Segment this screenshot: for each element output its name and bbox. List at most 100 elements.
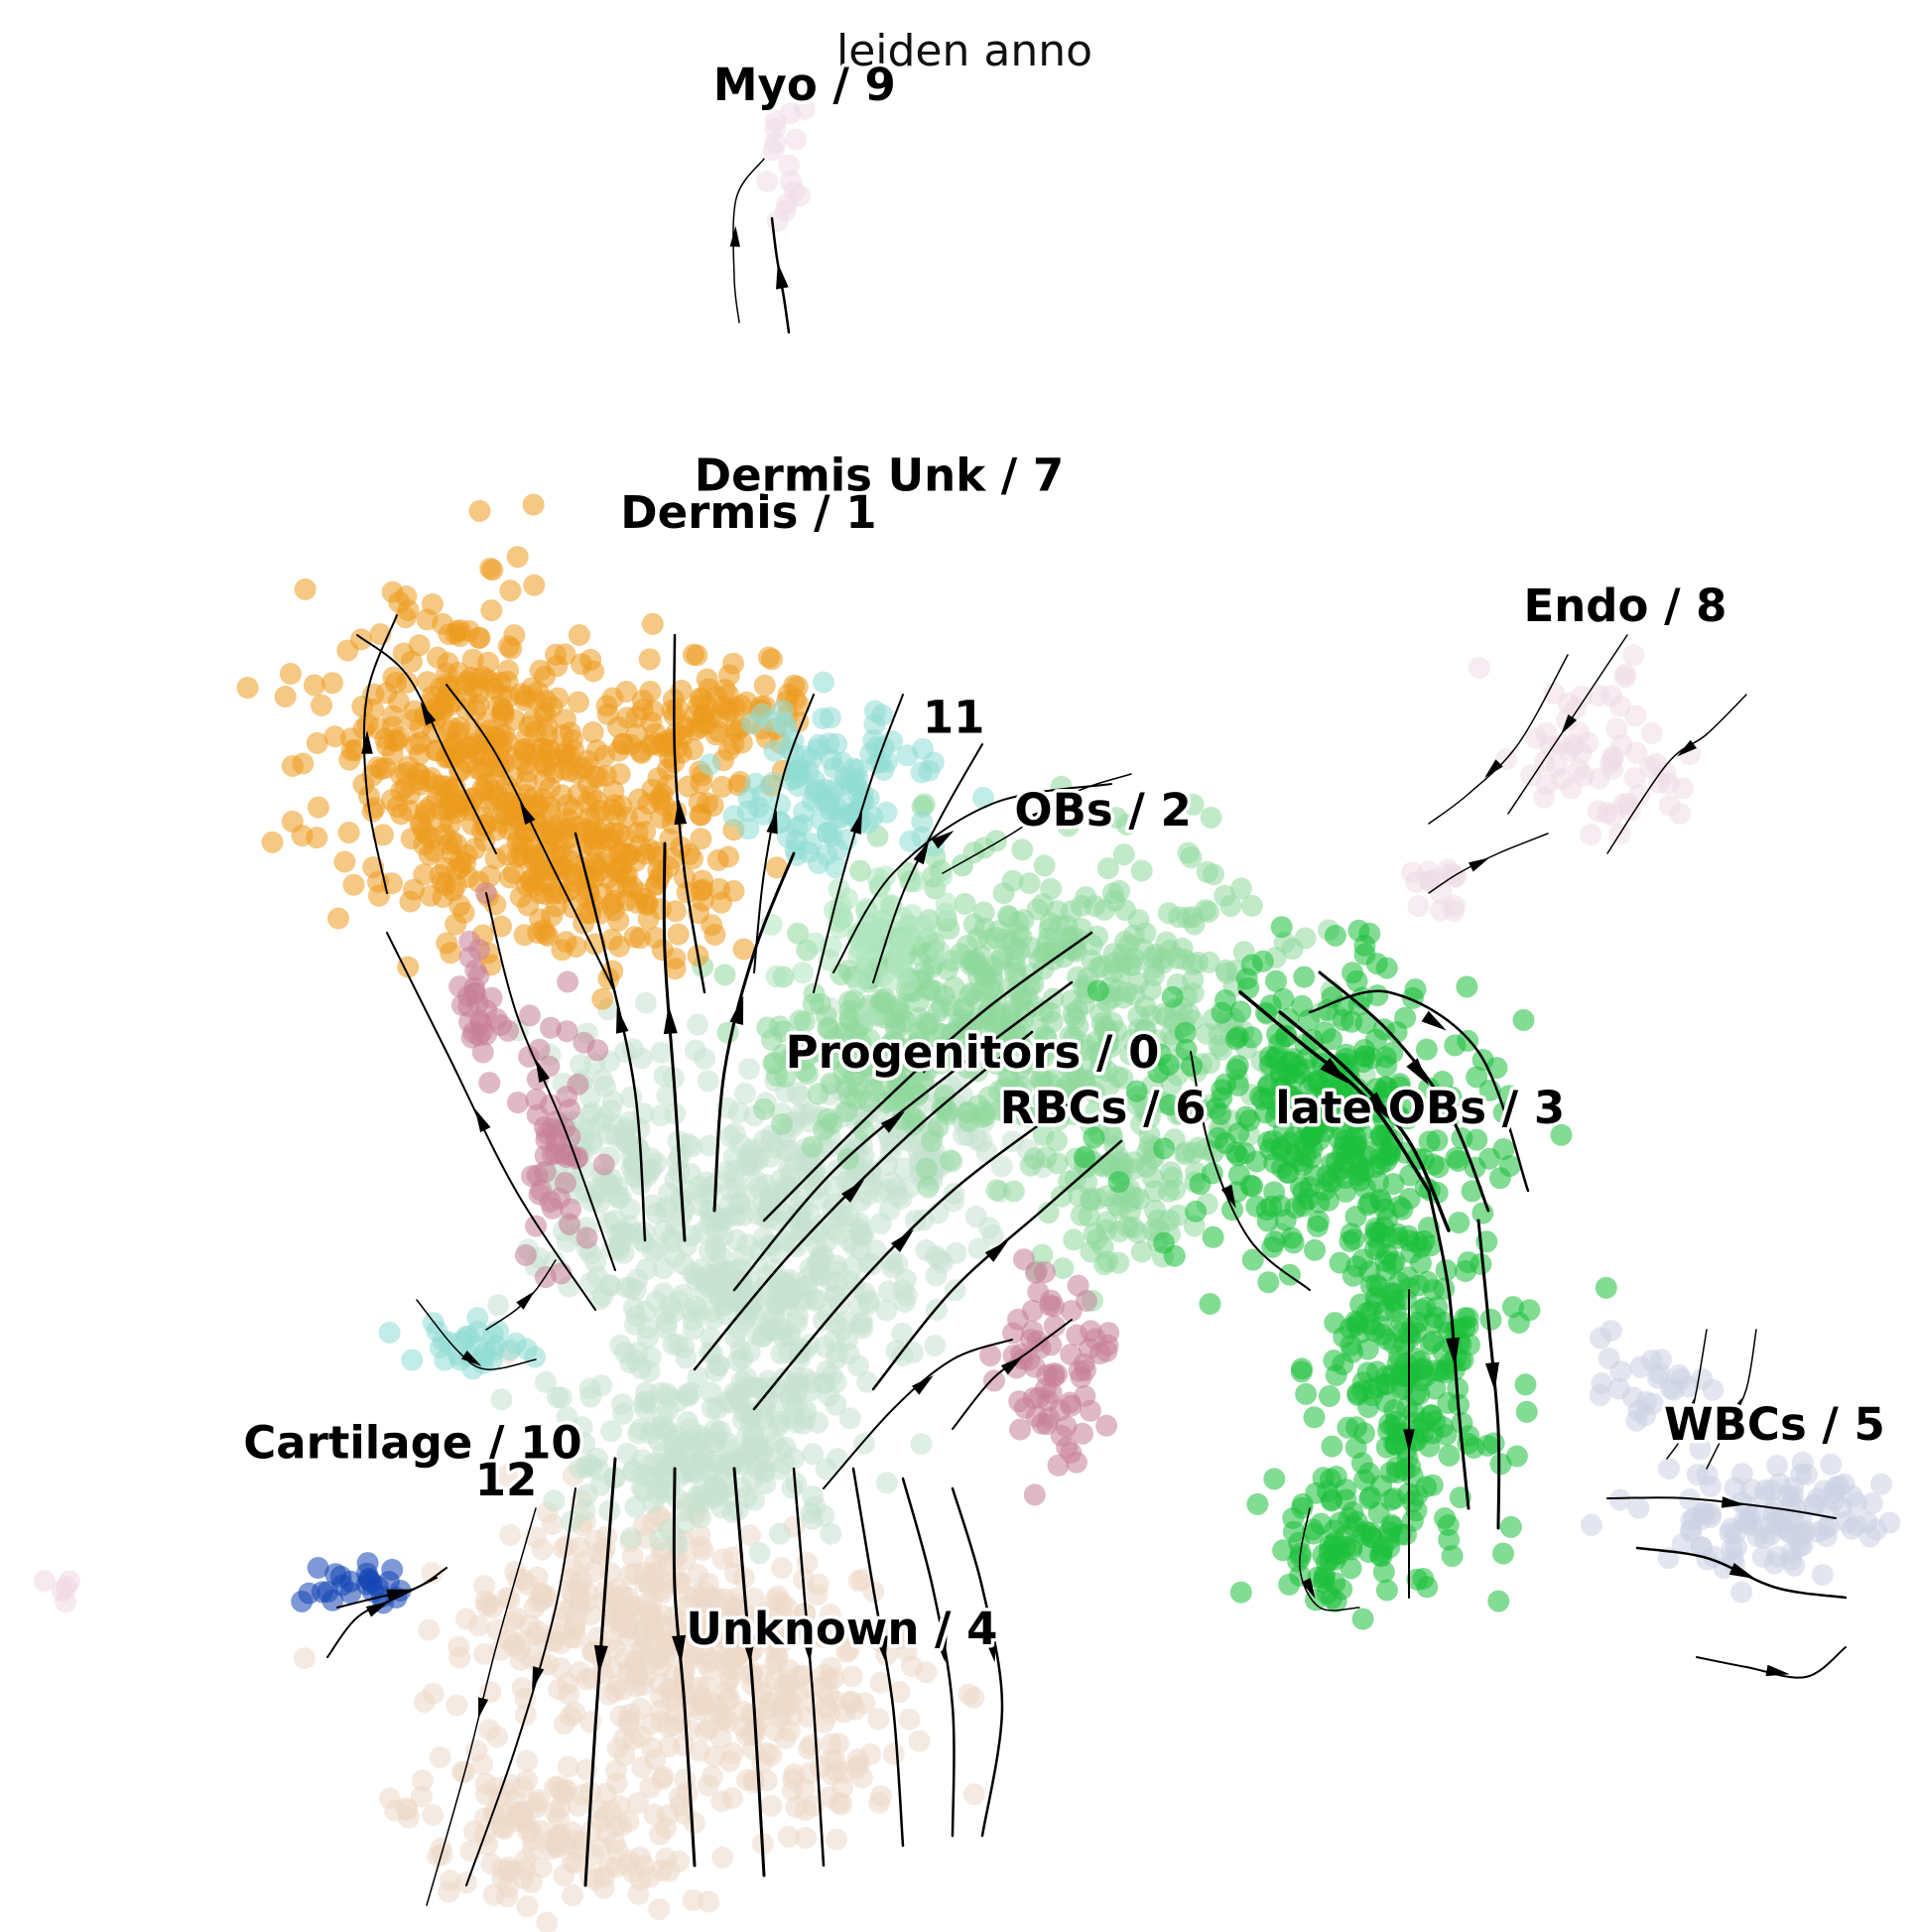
cell-point [843, 1698, 866, 1721]
cell-point [983, 1369, 1005, 1392]
cell-point [516, 1895, 539, 1918]
cell-point [421, 1562, 444, 1585]
cell-point [835, 1076, 857, 1098]
cell-point [586, 1039, 609, 1062]
cell-point [567, 691, 589, 713]
cell-point [944, 1279, 966, 1302]
cell-point [1492, 1138, 1515, 1161]
cell-point [1368, 1544, 1391, 1567]
cell-point [924, 1335, 947, 1356]
cell-point [1415, 1038, 1438, 1061]
cell-point [279, 663, 302, 685]
cell-point [730, 1370, 753, 1392]
cell-point [713, 1627, 736, 1650]
cell-point [623, 1297, 645, 1319]
cell-point [1211, 1079, 1233, 1101]
cell-point [1174, 1143, 1197, 1166]
cell-point [1318, 1385, 1341, 1407]
cell-point [954, 892, 976, 915]
cell-point [817, 1107, 839, 1130]
cell-point [649, 734, 672, 757]
cell-point [939, 1149, 961, 1172]
cell-point [1086, 1188, 1109, 1211]
cell-point [623, 926, 646, 949]
cell-point [852, 1433, 875, 1455]
cell-point [1287, 1550, 1310, 1573]
cell-point [546, 655, 569, 678]
cell-point [498, 866, 521, 889]
cell-point [1263, 1468, 1286, 1490]
cell-point [624, 1495, 647, 1518]
cell-point [1161, 985, 1184, 1008]
cell-point [1111, 944, 1134, 966]
cell-point [896, 744, 919, 767]
cell-point [605, 1772, 628, 1795]
cell-point [523, 849, 546, 872]
cell-point [820, 1604, 841, 1625]
cell-point [1088, 1343, 1111, 1365]
cluster-label: Dermis Unk / 7 [695, 450, 1064, 502]
cell-point [875, 801, 898, 824]
cell-point [1846, 1491, 1868, 1514]
cell-point [1123, 924, 1145, 947]
cell-point [527, 795, 550, 817]
cell-point [753, 674, 776, 697]
cell-point [756, 170, 779, 193]
cell-point [650, 1041, 673, 1064]
cell-point [740, 1405, 763, 1428]
cell-point [1152, 947, 1174, 969]
cluster-label: RBCs / 6 [1000, 1082, 1207, 1134]
cell-point [736, 1145, 759, 1168]
cell-point [437, 652, 459, 674]
cell-point [670, 1794, 692, 1817]
cell-point [1312, 1571, 1335, 1594]
cell-point [814, 778, 836, 801]
cell-point [692, 878, 714, 901]
cell-point [570, 1053, 591, 1076]
cell-point [395, 585, 418, 607]
cell-point [797, 840, 820, 863]
cell-point [1086, 979, 1109, 1002]
cell-point [467, 1024, 490, 1047]
cell-point [847, 1570, 870, 1593]
cell-point [1335, 1536, 1357, 1558]
cell-point [1456, 975, 1478, 998]
cell-point [476, 1834, 499, 1856]
cell-point [1144, 1199, 1167, 1222]
cell-point [1353, 1469, 1376, 1491]
cell-point [935, 892, 958, 915]
cell-point [715, 1689, 738, 1712]
cell-point [333, 850, 356, 873]
cell-point [1257, 1271, 1280, 1294]
cell-point [521, 1870, 543, 1893]
cell-point [711, 1548, 734, 1571]
cell-point [1366, 984, 1389, 1007]
cell-point [1056, 914, 1079, 937]
cell-point [642, 1467, 665, 1489]
cell-point [868, 1791, 891, 1814]
cell-point [562, 1884, 583, 1906]
cell-point [1034, 1261, 1056, 1284]
cell-point [771, 1602, 794, 1624]
cell-point [541, 1513, 564, 1536]
cell-point [584, 765, 607, 788]
cell-point [1224, 1141, 1247, 1164]
cell-point [779, 1178, 802, 1201]
cell-point [649, 1823, 672, 1846]
cell-point [1740, 1479, 1763, 1500]
cell-point [350, 628, 372, 651]
cell-point [737, 1058, 760, 1081]
cell-point [1372, 1018, 1395, 1041]
cluster-label: OBs / 2 [1014, 784, 1191, 837]
cell-point [1361, 1377, 1384, 1400]
cell-point [1055, 1415, 1078, 1438]
cell-point [711, 1846, 734, 1868]
cell-point [1457, 1251, 1479, 1274]
cell-point [736, 1297, 759, 1320]
cell-point [1168, 906, 1191, 929]
cell-point [1324, 924, 1346, 947]
cell-point [733, 1083, 756, 1104]
cell-point [815, 1458, 837, 1481]
cell-point [786, 1394, 808, 1416]
cell-point [704, 1431, 727, 1454]
